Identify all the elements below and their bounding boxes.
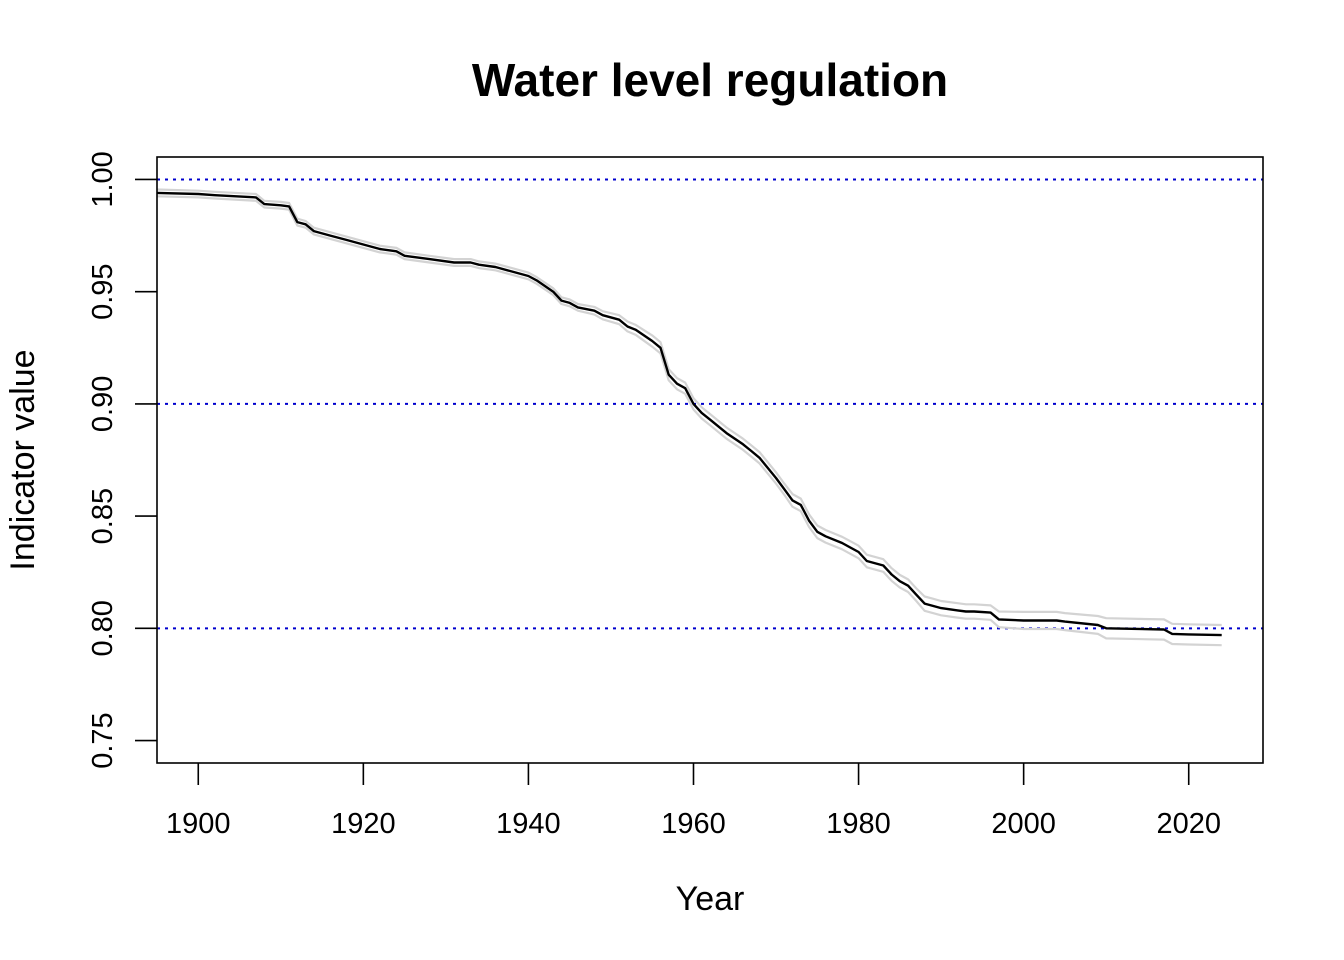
y-tick-label: 1.00 [87,151,119,207]
y-tick-label: 0.85 [87,488,119,544]
series-line [156,191,1222,637]
y-axis: 0.75 0.80 0.85 0.90 0.95 1.00 [87,151,157,769]
x-tick-label: 2020 [1156,808,1221,840]
x-axis-label: Year [676,880,745,918]
x-tick-label: 2000 [991,808,1056,840]
y-tick-label: 0.90 [87,376,119,432]
x-tick-label: 1920 [331,808,396,840]
band-lower-line [156,195,1222,647]
x-tick-label: 1980 [826,808,891,840]
confidence-band [156,188,1222,647]
x-tick-label: 1900 [166,808,231,840]
y-axis-label: Indicator value [4,349,42,570]
x-tick-label: 1960 [661,808,726,840]
y-tick-label: 0.75 [87,712,119,768]
plot-frame [156,156,1264,764]
main-series [156,191,1222,637]
x-axis: 1900 1920 1940 1960 1980 2000 2020 [166,763,1221,840]
y-tick-label: 0.80 [87,600,119,656]
x-tick-label: 1940 [496,808,561,840]
chart-title: Water level regulation [472,54,948,106]
band-upper-line [156,188,1222,627]
y-tick-label: 0.95 [87,263,119,319]
reference-lines [157,178,1263,630]
